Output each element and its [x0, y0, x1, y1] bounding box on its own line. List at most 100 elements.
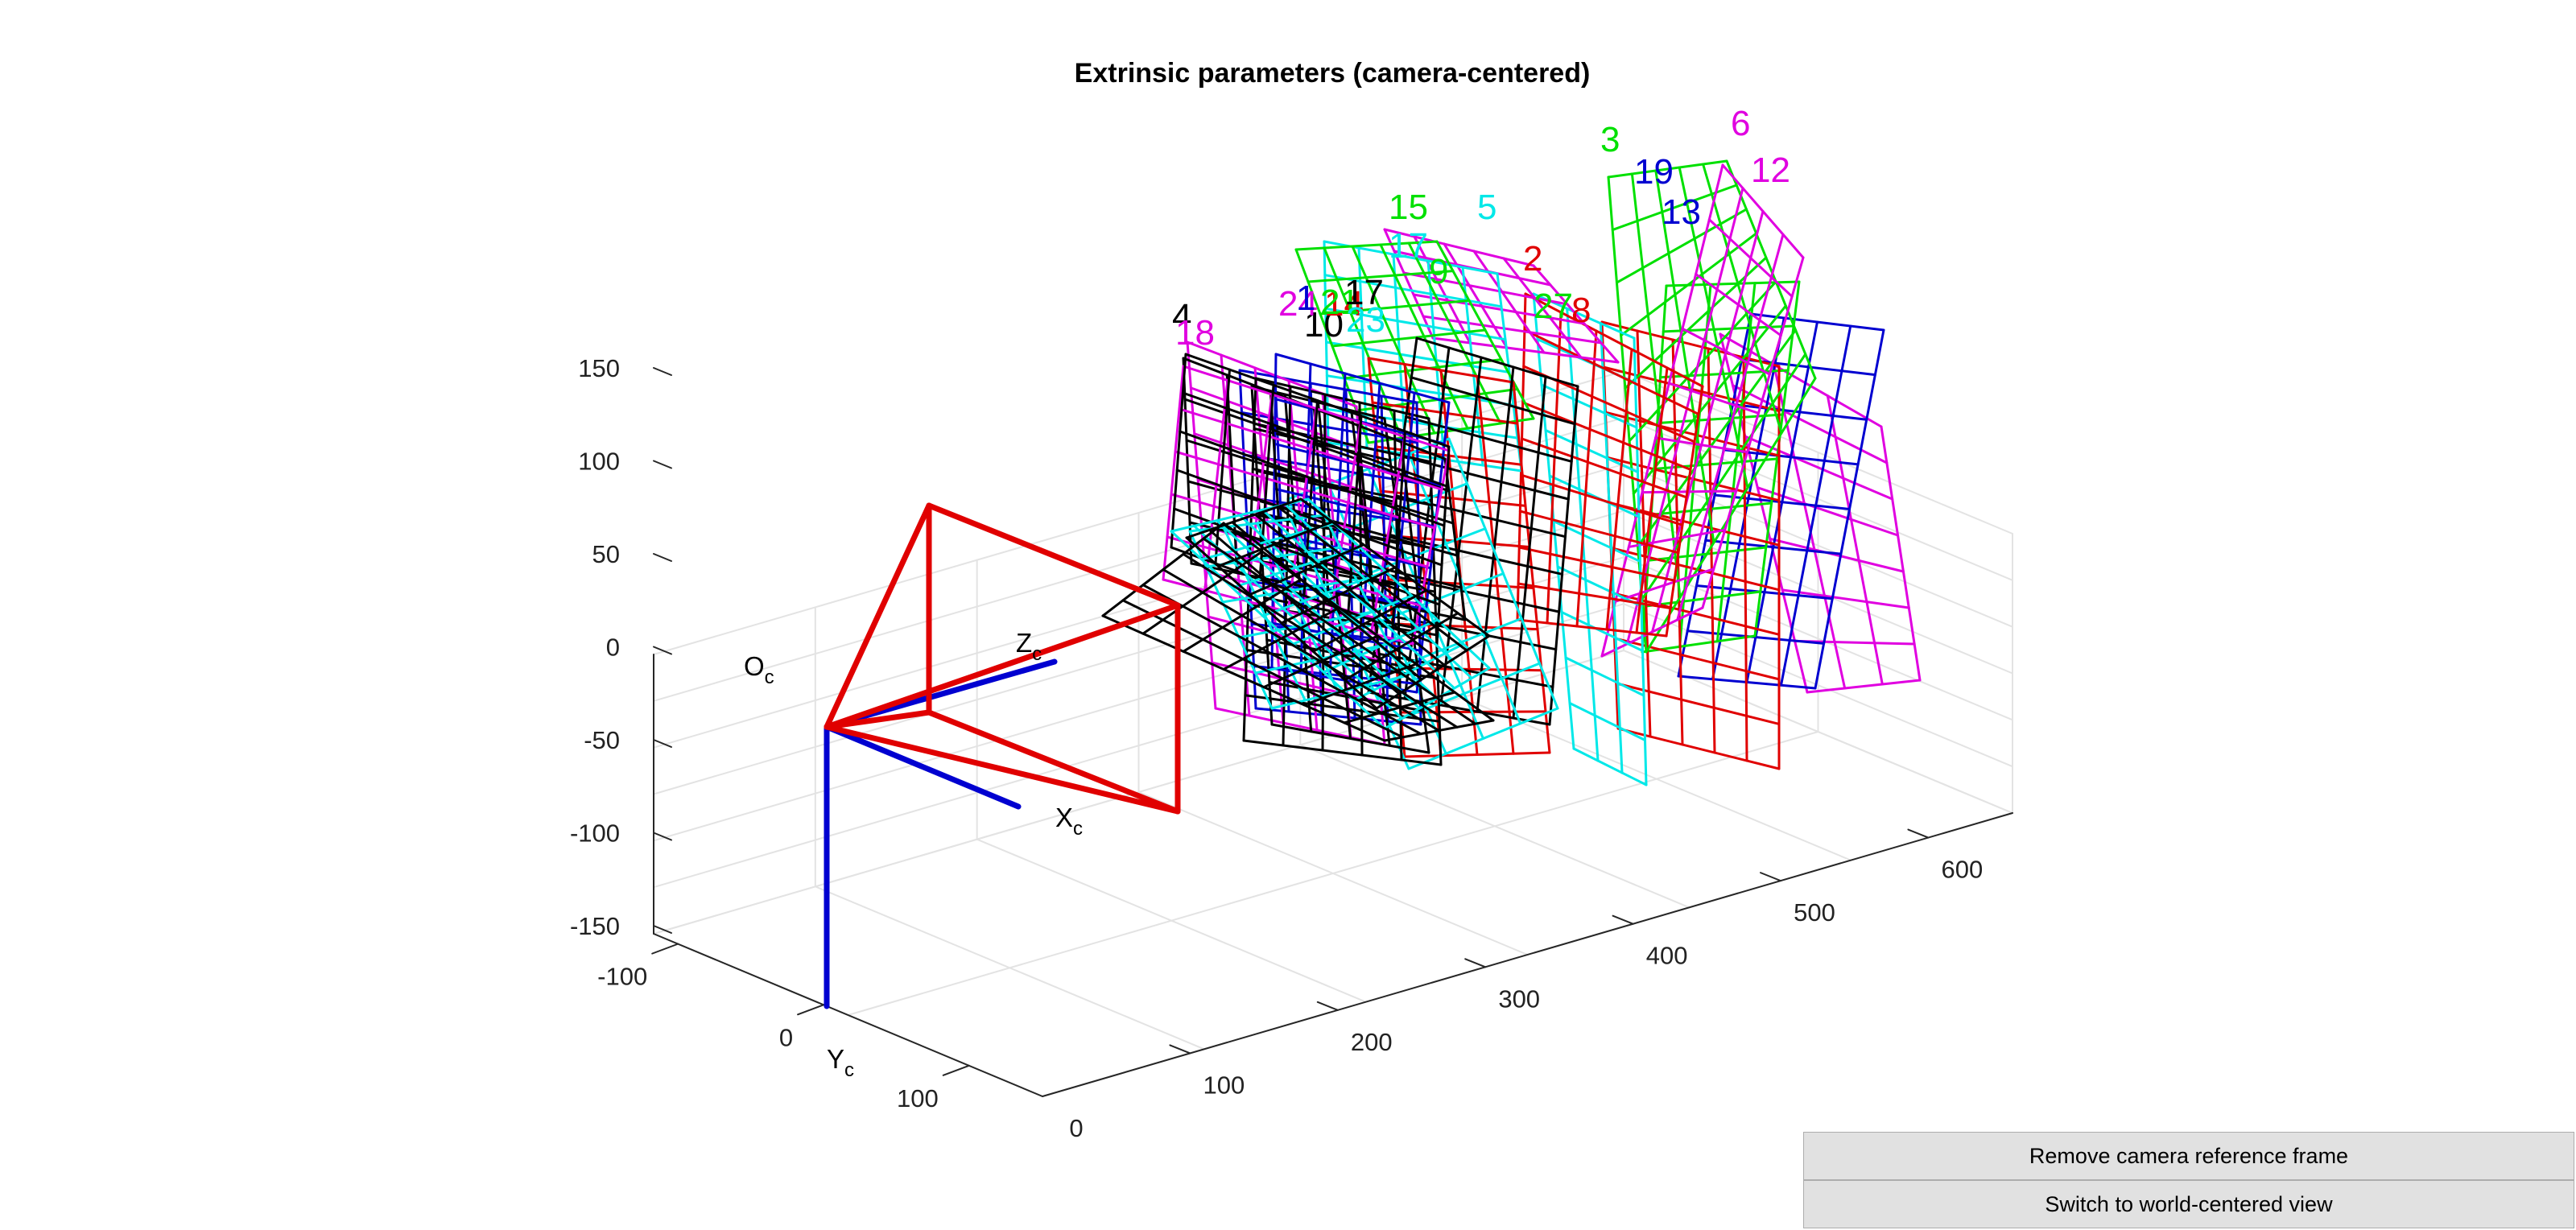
plane-label: 18 — [1175, 313, 1215, 353]
y-tick-mark — [797, 1004, 825, 1016]
plane-label: 3 — [1600, 120, 1620, 159]
plane-grid-line — [1806, 679, 1922, 694]
plane-grid-line — [1249, 543, 1365, 596]
back-wall-grid-line — [653, 510, 1624, 795]
plane-grid-line — [1654, 436, 1749, 454]
camera-frustum-edge — [824, 502, 932, 730]
y-tick-label: -100 — [597, 963, 647, 991]
plane-grid-line — [1517, 582, 1672, 610]
plane-grid-line — [1222, 606, 1341, 671]
calibration-plane — [1185, 497, 1491, 710]
depth-tick-label: 100 — [1203, 1071, 1245, 1099]
depth-tick-mark — [1760, 872, 1782, 882]
plane-grid-line — [1324, 307, 1507, 341]
plane-grid-line — [1665, 385, 1704, 638]
camera-frustum-edge — [926, 709, 1181, 815]
vertical-tick-mark — [653, 553, 672, 562]
plane-grid-line — [1521, 401, 1692, 471]
plane-grid-line — [1732, 403, 1868, 421]
vertical-tick-mark — [653, 832, 672, 841]
plane-grid-line — [1216, 520, 1334, 568]
depth-tick-label: 0 — [1069, 1114, 1083, 1142]
plane-grid-line — [1523, 328, 1700, 415]
plane-grid-line — [1620, 232, 1758, 337]
plane-grid-line — [1222, 526, 1307, 702]
floor-grid-line — [1461, 696, 1852, 861]
plane-grid-line — [1284, 503, 1473, 679]
plane-grid-line — [1707, 218, 1794, 298]
plane-grid-line — [1701, 256, 1805, 609]
vertical-tick-mark — [653, 925, 672, 934]
remove-camera-frame-button[interactable]: Remove camera reference frame — [1803, 1132, 2574, 1180]
floor-grid-line — [976, 838, 1367, 1003]
switch-view-button[interactable]: Switch to world-centered view — [1803, 1180, 2574, 1228]
y-tick-label: 0 — [779, 1023, 793, 1051]
plane-grid-line — [1781, 588, 1910, 609]
y-axis-line — [653, 933, 1043, 1097]
plane-grid-line — [1637, 328, 1798, 548]
plane-grid-line — [1185, 497, 1302, 539]
plane-grid-line — [1222, 522, 1495, 722]
depth-tick-mark — [1612, 914, 1634, 925]
plane-grid-line — [1678, 166, 1749, 489]
vertical-tick-label: 0 — [606, 634, 620, 662]
y-tick-mark — [942, 1064, 970, 1076]
depth-tick-mark — [1907, 828, 1930, 839]
plane-grid-line — [1192, 524, 1404, 720]
plane-grid-line — [1383, 534, 1531, 548]
plane-grid-line — [1311, 588, 1428, 653]
plane-grid-line — [1387, 662, 1541, 725]
plane-grid-line — [1270, 723, 1430, 754]
plane-grid-line — [1632, 304, 1787, 495]
plane-grid-line — [1435, 445, 1451, 646]
camera-frustum-edge — [824, 709, 932, 730]
plane-grid-line — [1375, 634, 1491, 710]
depth-tick-label: 500 — [1794, 898, 1835, 927]
plane-label: 2 — [1523, 239, 1542, 279]
plane-grid-line — [1625, 187, 1744, 646]
plane-grid-line — [1641, 353, 1807, 601]
plane-grid-line — [1524, 292, 1704, 388]
plane-grid-line — [1202, 537, 1476, 725]
plane-grid-line — [1742, 356, 1748, 762]
plane-grid-line — [1238, 369, 1418, 404]
plane-grid-line — [1695, 273, 1782, 337]
plane-grid-line — [1721, 163, 1805, 259]
plane-grid-line — [1179, 430, 1446, 527]
plane-grid-line — [1472, 250, 1546, 354]
plane-label: 19 — [1634, 152, 1674, 192]
plane-grid-line — [1552, 520, 1641, 563]
plane-label: 15 — [1389, 188, 1428, 227]
vertical-tick-mark — [653, 367, 672, 376]
plane-grid-line — [1101, 522, 1225, 617]
plane-grid-line — [1403, 751, 1551, 758]
axis-tick-labels: 150100500-50-100-150-1000100010020030040… — [570, 354, 1983, 1142]
plane-grid-line — [1502, 257, 1583, 359]
camera-frustum-edge — [926, 502, 1181, 609]
plane-grid-line — [1476, 375, 1515, 755]
plane-grid-line — [1399, 455, 1570, 501]
plane-grid-line — [1654, 169, 1715, 544]
plane-label: 21 — [1320, 283, 1360, 322]
plane-grid-line — [1383, 228, 1535, 267]
calibration-plane — [1170, 353, 1451, 646]
plane-grid-line — [1635, 366, 1669, 634]
depth-tick-label: 400 — [1646, 942, 1688, 970]
plane-grid-line — [1415, 336, 1579, 388]
plane-grid-line — [1121, 599, 1404, 739]
plane-grid-line — [1671, 338, 1684, 746]
plane-grid-line — [1344, 612, 1459, 682]
plane-grid-line — [1624, 256, 1768, 390]
plane-grid-line — [1325, 374, 1515, 407]
plane-grid-line — [1681, 327, 1771, 376]
plane-grid-line — [1412, 293, 1586, 325]
plane-grid-line — [1262, 634, 1379, 689]
plane-grid-line — [1556, 565, 1643, 608]
plane-grid-line — [1512, 375, 1547, 720]
vertical-tick-label: 100 — [578, 448, 620, 476]
depth-tick-mark — [1316, 1001, 1339, 1011]
plane-grid-line — [1564, 656, 1645, 697]
plane-grid-line — [1188, 521, 1463, 589]
plane-grid-line — [1214, 368, 1231, 565]
